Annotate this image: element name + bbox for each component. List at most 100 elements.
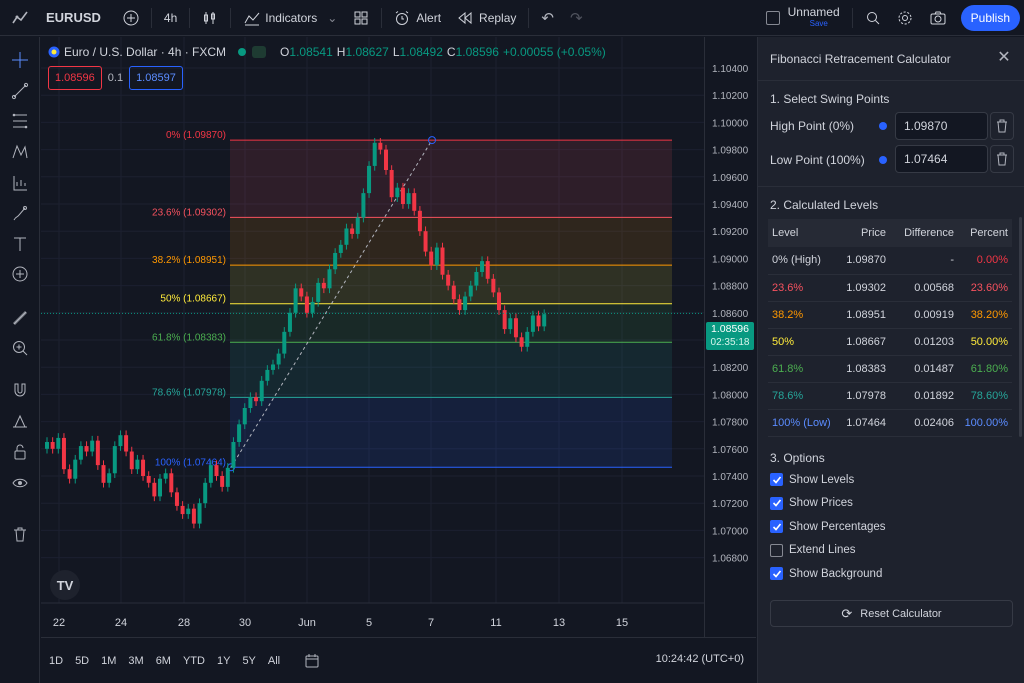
range-button-ytd[interactable]: YTD	[182, 654, 205, 667]
range-button-5d[interactable]: 5D	[75, 654, 90, 667]
hide-drawings-eye-icon[interactable]	[10, 473, 30, 493]
toolbar-divider	[150, 7, 152, 28]
replay-button[interactable]: Replay	[449, 0, 524, 36]
layout-name: Unnamed	[787, 5, 840, 19]
candle-body	[101, 465, 106, 483]
undo-icon[interactable]: ↶	[541, 9, 554, 27]
range-button-3m[interactable]: 3M	[128, 654, 144, 667]
quick-search-icon[interactable]	[857, 0, 889, 36]
range-button-5y[interactable]: 5Y	[242, 654, 256, 667]
percent-cell: 38.20%	[954, 301, 1012, 329]
candle-body	[163, 473, 168, 479]
trash-icon	[997, 119, 1007, 133]
col-level: Level	[768, 219, 838, 247]
timezone-clock[interactable]: 10:24:42 (UTC+0)	[655, 653, 744, 665]
option-label: Show Levels	[789, 473, 855, 486]
clear-high-point-button[interactable]	[990, 112, 1014, 140]
price-chart[interactable]: 0% (1.09870) 23.6% (1.09302) 38.2% (1.0895…	[41, 37, 704, 637]
icon-tool-icon[interactable]	[10, 264, 30, 284]
range-button-1y[interactable]: 1Y	[216, 654, 231, 667]
settings-gear-icon[interactable]	[889, 0, 921, 36]
option-show-percentages[interactable]: Show Percentages	[770, 520, 886, 533]
ruler-icon[interactable]	[10, 308, 30, 328]
candle-body	[400, 187, 405, 204]
checkbox[interactable]	[770, 496, 783, 510]
panel-scrollbar[interactable]	[1019, 217, 1022, 437]
crosshair-icon[interactable]	[10, 50, 30, 70]
candle-body	[333, 252, 338, 270]
candle-body	[180, 505, 185, 515]
layout-name-button[interactable]: Unnamed Save	[758, 0, 848, 36]
price-axis-label: 1.08000	[712, 390, 749, 401]
fib-retracement-tool-icon[interactable]	[10, 111, 30, 131]
range-button-all[interactable]: All	[267, 654, 281, 667]
checkbox[interactable]	[770, 567, 783, 580]
magnet-icon[interactable]	[10, 380, 30, 400]
candle-body	[152, 482, 157, 497]
publish-button[interactable]: Publish	[960, 5, 1020, 31]
option-show-background[interactable]: Show Background	[770, 567, 882, 580]
clear-low-point-button[interactable]	[990, 145, 1014, 173]
option-show-levels[interactable]: Show Levels	[770, 473, 854, 486]
range-button-1d[interactable]: 1D	[49, 654, 64, 667]
indicators-button[interactable]: Indicators ⌄	[235, 0, 345, 36]
lock-drawings-icon[interactable]	[10, 442, 30, 462]
tradingview-menu-icon[interactable]	[0, 0, 40, 36]
buy-price-button[interactable]: 1.08597	[129, 66, 183, 90]
zoom-in-icon[interactable]	[10, 338, 30, 358]
pattern-tool-icon[interactable]	[10, 142, 30, 162]
close-icon[interactable]: ✕	[997, 49, 1011, 66]
open-key: O	[280, 45, 290, 59]
text-tool-icon[interactable]	[10, 234, 30, 254]
forecasting-tool-icon[interactable]	[10, 173, 30, 193]
price-axis-label: 1.07000	[712, 526, 749, 537]
option-show-prices[interactable]: Show Prices	[770, 496, 853, 510]
remove-drawings-trash-icon[interactable]	[10, 524, 30, 544]
candle-body	[463, 296, 468, 311]
date-range-bar: 1D 5D 1M 3M 6M YTD 1Y 5Y All 10:24:42 (UTC+0)	[41, 637, 756, 683]
symbol-search-button[interactable]: EURUSD	[46, 10, 101, 25]
reset-calculator-button[interactable]: ⟳ Reset Calculator	[770, 600, 1013, 627]
save-status: Save	[809, 19, 828, 28]
trend-line-icon[interactable]	[10, 81, 30, 101]
candle-body	[327, 269, 332, 289]
fib-handle-high[interactable]	[428, 136, 436, 145]
stay-in-drawing-mode-icon[interactable]	[10, 411, 30, 431]
time-axis-label: 22	[53, 617, 65, 629]
candle-body	[530, 315, 535, 332]
price-axis[interactable]: 1.10400 1.10200 1.10000 1.09800 1.09600 1.094…	[704, 37, 756, 637]
candle-body	[287, 312, 292, 332]
candle-body	[372, 142, 377, 166]
range-button-6m[interactable]: 6M	[155, 654, 171, 667]
candle-body	[107, 473, 112, 483]
candle-body	[457, 299, 462, 311]
candle-body	[237, 424, 242, 442]
candle-body	[56, 437, 61, 449]
range-button-1m[interactable]: 1M	[101, 654, 117, 667]
checkbox[interactable]	[770, 473, 783, 486]
price-axis-label: 1.10200	[712, 91, 749, 102]
candle-body	[186, 508, 191, 515]
checkbox[interactable]	[770, 520, 783, 533]
layouts-grid-icon[interactable]	[345, 0, 377, 36]
price-axis-label: 1.09800	[712, 146, 749, 157]
percent-cell: 100.00%	[954, 409, 1012, 437]
price-axis-label: 1.09600	[712, 173, 749, 184]
low-point-input[interactable]: 1.07464	[895, 145, 988, 173]
compare-add-icon[interactable]	[115, 0, 147, 36]
date-range-calendar-icon[interactable]	[304, 653, 320, 669]
alert-button[interactable]: Alert	[386, 0, 449, 36]
sell-price-button[interactable]: 1.08596	[48, 66, 102, 90]
snapshot-camera-icon[interactable]	[921, 0, 955, 36]
redo-icon[interactable]: ↷	[569, 9, 583, 27]
fib-band	[230, 397, 672, 468]
high-point-input[interactable]: 1.09870	[895, 112, 988, 140]
option-extend-lines[interactable]: Extend Lines	[770, 543, 856, 557]
interval-button[interactable]: 4h	[163, 10, 178, 25]
open-value: 1.08541	[289, 45, 333, 59]
checkbox[interactable]	[770, 543, 783, 557]
candles-chart-type-icon[interactable]	[194, 0, 226, 36]
candle-body	[203, 482, 208, 504]
chart-legend: Euro / U.S. Dollar · 4h · FXCM O 1.08541 …	[48, 43, 606, 61]
brush-tool-icon[interactable]	[10, 204, 30, 224]
